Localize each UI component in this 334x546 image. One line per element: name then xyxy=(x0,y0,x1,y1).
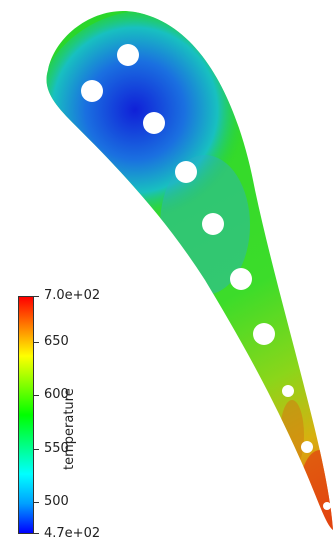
cooling-hole xyxy=(117,44,139,66)
colorbar-tick-label: 550 xyxy=(44,441,69,456)
cooling-hole xyxy=(282,385,294,397)
cooling-holes xyxy=(81,44,331,510)
cooling-hole xyxy=(301,441,313,453)
colorbar-tick xyxy=(34,533,39,534)
colorbar-tick-label-min: 4.7e+02 xyxy=(44,526,101,541)
cooling-hole xyxy=(202,213,224,235)
hot-edge xyxy=(280,400,304,470)
colorbar xyxy=(18,296,34,534)
colorbar-tick xyxy=(34,296,39,297)
cooling-hole xyxy=(81,80,103,102)
colorbar-title: temperature xyxy=(62,388,77,470)
colorbar-tick xyxy=(34,449,39,450)
cooling-hole xyxy=(175,161,197,183)
cooling-hole xyxy=(143,112,165,134)
colorbar-tick-label: 650 xyxy=(44,334,69,349)
colorbar-tick xyxy=(34,395,39,396)
colorbar-tick-label: 600 xyxy=(44,387,69,402)
cooling-hole xyxy=(253,323,275,345)
colorbar-tick xyxy=(34,342,39,343)
cooling-hole xyxy=(323,502,331,510)
colorbar-tick-label: 500 xyxy=(44,494,69,509)
cooling-hole xyxy=(230,268,252,290)
colorbar-tick xyxy=(34,502,39,503)
colorbar-tick-label-max: 7.0e+02 xyxy=(44,288,101,303)
